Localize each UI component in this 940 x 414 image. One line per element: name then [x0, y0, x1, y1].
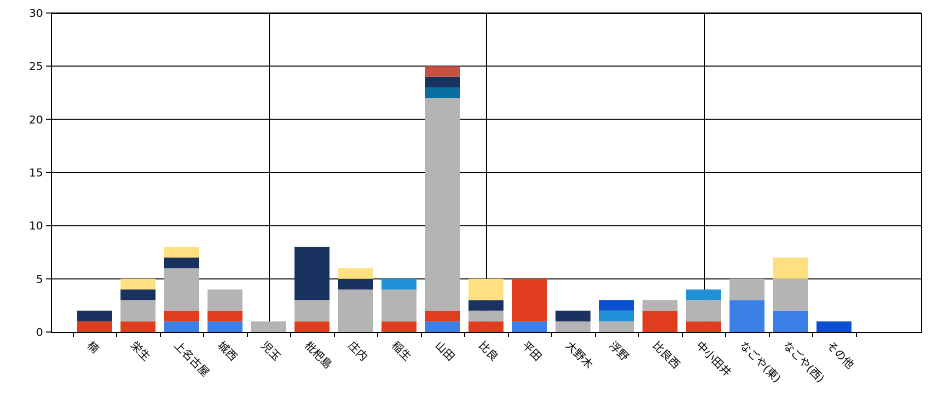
bar-segment	[381, 289, 417, 322]
bar-segment	[294, 300, 330, 322]
bar-segment	[555, 321, 591, 332]
x-category-label: 城西	[215, 339, 240, 364]
bar-segment	[599, 300, 634, 311]
x-category-labels: 楠栄生 上名古屋 城西 児玉 枇杷島 庄内 稲生 山田 比良 平田 大野木 浮野 比良西 中小田井 なごや(…	[84, 338, 856, 385]
x-category-label: 枇杷島	[302, 338, 335, 371]
bar-segment	[468, 310, 504, 322]
x-category-label: その他	[824, 339, 857, 372]
bar-segment	[207, 310, 243, 322]
bar-segment	[599, 310, 634, 322]
bar-segment	[164, 321, 199, 332]
bar-segment	[642, 300, 678, 311]
bar-segment	[425, 98, 460, 311]
bar-segment	[816, 321, 852, 332]
x-category-label: 児玉	[258, 339, 283, 364]
bar-segment	[729, 278, 765, 301]
x-category-label: 比良	[476, 338, 501, 363]
bar-segment	[338, 289, 373, 332]
bar-segment	[425, 321, 460, 332]
bar-segment	[425, 76, 460, 88]
bar-segment	[164, 246, 199, 258]
bar-segment	[120, 278, 156, 290]
x-category-label: 楠	[84, 338, 102, 356]
bar-segment	[512, 321, 547, 332]
y-tick-label: 25	[29, 60, 43, 73]
x-category-label: 比良西	[650, 338, 683, 371]
bar-segment	[120, 289, 156, 301]
x-category-label: 平田	[519, 339, 544, 364]
bar-segment	[425, 310, 460, 322]
bar-segment	[164, 257, 199, 269]
bar-segment	[729, 300, 765, 332]
bar-segment	[599, 321, 634, 332]
x-category-label: 山田	[432, 339, 457, 364]
y-tick-label: 5	[36, 273, 43, 286]
bar-segment	[773, 257, 808, 279]
bar-segment	[686, 321, 721, 332]
bar-segment	[338, 268, 373, 279]
y-tick-label: 15	[29, 167, 43, 180]
bar-segment	[164, 310, 199, 322]
bar-segment	[294, 246, 330, 301]
bar-segment	[468, 300, 504, 311]
bar-segment	[773, 278, 808, 311]
bar-segment	[338, 278, 373, 290]
axes	[46, 12, 922, 337]
bar-segment	[164, 268, 199, 311]
bar-segment	[468, 278, 504, 301]
bar-segment	[381, 278, 417, 290]
y-tick-label: 0	[36, 326, 43, 339]
bar-segment	[120, 300, 156, 322]
bars	[77, 66, 852, 332]
bar-segment	[294, 321, 330, 332]
y-tick-label: 10	[29, 220, 43, 233]
x-category-label: 稲生	[389, 338, 414, 363]
x-category-label: 上名古屋	[171, 338, 212, 379]
bar-segment	[77, 321, 112, 332]
bar-segment	[773, 310, 808, 332]
y-tick-label: 30	[29, 7, 43, 20]
bar-segment	[251, 321, 286, 332]
x-category-label: なごや(東)	[737, 338, 784, 385]
bar-segment	[686, 289, 721, 301]
bar-segment	[686, 300, 721, 322]
y-tick-label: 20	[29, 113, 43, 126]
plot-border	[51, 13, 922, 333]
y-tick-labels: 0 5 10 15 20 25 30	[29, 7, 43, 339]
bar-segment	[207, 321, 243, 332]
x-category-label: 浮野	[606, 339, 631, 364]
bar-segment	[381, 321, 417, 332]
x-category-label: 中小田井	[693, 338, 734, 379]
bar-segment	[207, 289, 243, 311]
bar-segment	[77, 310, 112, 322]
bar-segment	[512, 278, 547, 322]
bar-segment	[642, 310, 678, 332]
x-category-label: 庄内	[345, 338, 370, 363]
x-category-label: 大野木	[563, 338, 596, 371]
bar-segment	[468, 321, 504, 332]
bar-segment	[425, 87, 460, 99]
bar-segment	[425, 66, 460, 77]
x-category-label: 栄生	[128, 338, 153, 363]
bar-segment	[555, 310, 591, 322]
bar-segment	[120, 321, 156, 332]
x-category-label: なごや(西)	[780, 338, 827, 385]
